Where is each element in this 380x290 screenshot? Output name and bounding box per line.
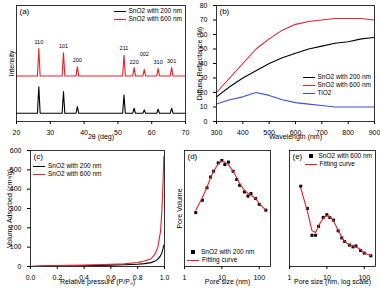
svg-text:600: 600 xyxy=(10,147,22,154)
svg-text:Relative pressure (P/P₀): Relative pressure (P/P₀) xyxy=(60,278,135,286)
svg-text:0: 0 xyxy=(18,263,22,270)
svg-text:Intensity: Intensity xyxy=(8,50,16,77)
svg-text:70: 70 xyxy=(182,129,190,136)
svg-text:220: 220 xyxy=(130,59,139,65)
svg-text:(b): (b) xyxy=(220,7,230,16)
svg-text:(d): (d) xyxy=(188,152,198,161)
svg-text:400: 400 xyxy=(237,129,249,136)
svg-text:80: 80 xyxy=(200,2,208,9)
svg-text:101: 101 xyxy=(59,43,68,49)
svg-text:50: 50 xyxy=(114,129,122,136)
html-text:SnO2 with 200 nm: SnO2 with 200 nm xyxy=(317,73,371,80)
svg-text:900: 900 xyxy=(369,129,380,136)
svg-text:Wavelength (nm): Wavelength (nm) xyxy=(269,133,322,141)
svg-text:Pore Volume: Pore Volume xyxy=(176,188,183,228)
html-text:SnO2 with 200 nm: SnO2 with 200 nm xyxy=(201,248,255,255)
html-text:TiO2: TiO2 xyxy=(317,89,332,96)
svg-text:Volume Adsorbed (cm³/g): Volume Adsorbed (cm³/g) xyxy=(6,169,14,248)
svg-text:200: 200 xyxy=(73,57,82,63)
html-text:SnO2 with 200 nm: SnO2 with 200 nm xyxy=(128,7,182,14)
svg-text:200: 200 xyxy=(9,224,22,232)
svg-text:60: 60 xyxy=(199,30,208,38)
svg-text:20: 20 xyxy=(13,129,21,136)
svg-text:50: 50 xyxy=(199,45,208,53)
svg-text:0: 0 xyxy=(204,118,208,125)
svg-text:500: 500 xyxy=(9,166,22,174)
svg-text:Diffuse Reflectance (%): Diffuse Reflectance (%) xyxy=(196,27,204,100)
svg-text:(a): (a) xyxy=(20,7,30,16)
svg-text:0.8: 0.8 xyxy=(132,274,143,282)
svg-text:40: 40 xyxy=(199,59,208,67)
svg-text:100: 100 xyxy=(9,243,22,251)
svg-text:Pore size (nm, log scale): Pore size (nm, log scale) xyxy=(294,278,371,286)
svg-text:1.0: 1.0 xyxy=(160,274,170,281)
svg-text:300: 300 xyxy=(9,204,22,212)
html-text:SnO2 with 600 nm: SnO2 with 600 nm xyxy=(128,15,182,22)
html-text:SnO2 with 600 nm: SnO2 with 600 nm xyxy=(318,152,372,159)
svg-text:30: 30 xyxy=(199,74,208,82)
svg-text:0.2: 0.2 xyxy=(52,274,63,282)
svg-text:60: 60 xyxy=(148,129,156,136)
svg-text:100: 100 xyxy=(253,274,265,281)
svg-text:301: 301 xyxy=(167,58,176,64)
svg-text:10: 10 xyxy=(200,103,208,110)
svg-text:(e): (e) xyxy=(293,152,303,161)
svg-text:211: 211 xyxy=(120,45,129,51)
svg-text:20: 20 xyxy=(199,88,208,96)
html-text:SnO2 with 600 nm: SnO2 with 600 nm xyxy=(317,81,371,88)
svg-text:2θ (deg): 2θ (deg) xyxy=(88,133,114,141)
html-text:SnO2 with 200 nm: SnO2 with 200 nm xyxy=(48,162,102,169)
svg-text:0.0: 0.0 xyxy=(26,274,36,281)
svg-text:Pore size (nm): Pore size (nm) xyxy=(205,278,251,286)
svg-text:310: 310 xyxy=(154,59,163,65)
svg-text:800: 800 xyxy=(342,129,354,136)
svg-text:1: 1 xyxy=(183,274,187,281)
svg-text:110: 110 xyxy=(34,39,43,45)
svg-text:002: 002 xyxy=(140,51,149,57)
svg-text:400: 400 xyxy=(9,185,22,193)
html-text:Fitting curve: Fitting curve xyxy=(202,256,238,263)
svg-text:40: 40 xyxy=(80,129,88,136)
svg-text:30: 30 xyxy=(46,129,54,136)
svg-text:70: 70 xyxy=(200,16,208,23)
html-text:SnO2 with 600 nm: SnO2 with 600 nm xyxy=(48,170,102,177)
svg-text:300: 300 xyxy=(211,129,223,136)
svg-text:(c): (c) xyxy=(34,152,44,161)
svg-text:1: 1 xyxy=(288,274,292,281)
html-text:Fitting curve: Fitting curve xyxy=(319,160,355,167)
